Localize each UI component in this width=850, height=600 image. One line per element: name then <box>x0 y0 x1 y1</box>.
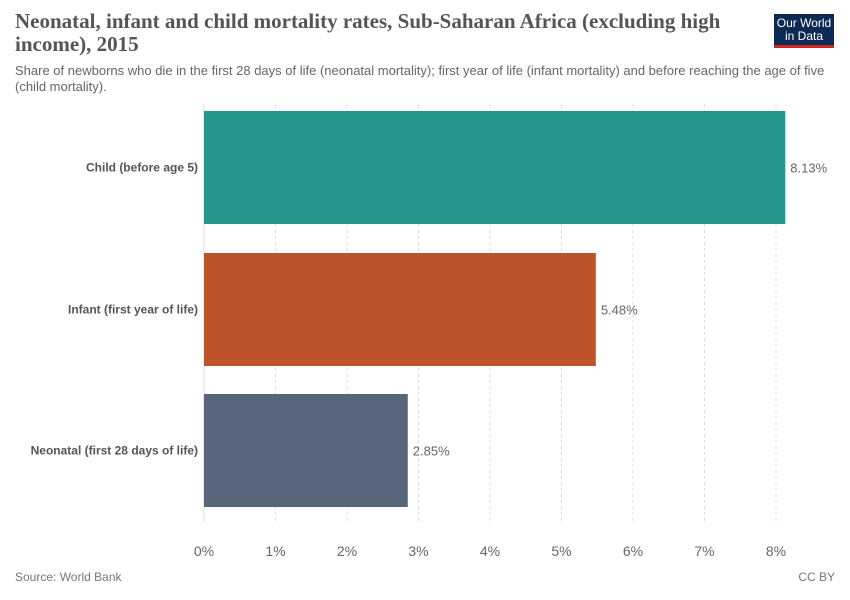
category-label: Neonatal (first 28 days of life) <box>31 444 198 458</box>
value-label: 2.85% <box>413 444 450 459</box>
bar <box>204 253 596 366</box>
x-tick-label: 7% <box>694 543 714 559</box>
x-tick-label: 3% <box>408 543 428 559</box>
chart-subtitle: Share of newborns who die in the first 2… <box>15 63 825 94</box>
owid-logo[interactable]: Our World in Data <box>774 14 834 48</box>
x-axis: 0% 1% 2% 3% 4% 5% 6% 7% 8% <box>194 543 786 559</box>
x-tick-label: 8% <box>766 543 786 559</box>
bar <box>204 394 408 507</box>
x-tick-label: 4% <box>480 543 500 559</box>
logo-line-2: in Data <box>784 28 824 43</box>
x-tick-label: 5% <box>551 543 571 559</box>
value-label: 5.48% <box>601 303 638 318</box>
license-note[interactable]: CC BY <box>798 570 835 584</box>
x-tick-label: 6% <box>623 543 643 559</box>
source-note[interactable]: Source: World Bank <box>15 570 122 584</box>
x-tick-label: 2% <box>337 543 357 559</box>
x-tick-label: 0% <box>194 543 214 559</box>
value-label: 8.13% <box>790 161 827 176</box>
logo-line-1: Our World <box>776 15 832 30</box>
bar <box>204 111 786 224</box>
bars: Child (before age 5) 8.13% Infant (first y… <box>31 111 828 507</box>
category-label: Child (before age 5) <box>86 161 198 175</box>
category-label: Infant (first year of life) <box>68 303 198 317</box>
chart-title: Neonatal, infant and child mortality rat… <box>15 9 721 56</box>
x-tick-label: 1% <box>265 543 285 559</box>
